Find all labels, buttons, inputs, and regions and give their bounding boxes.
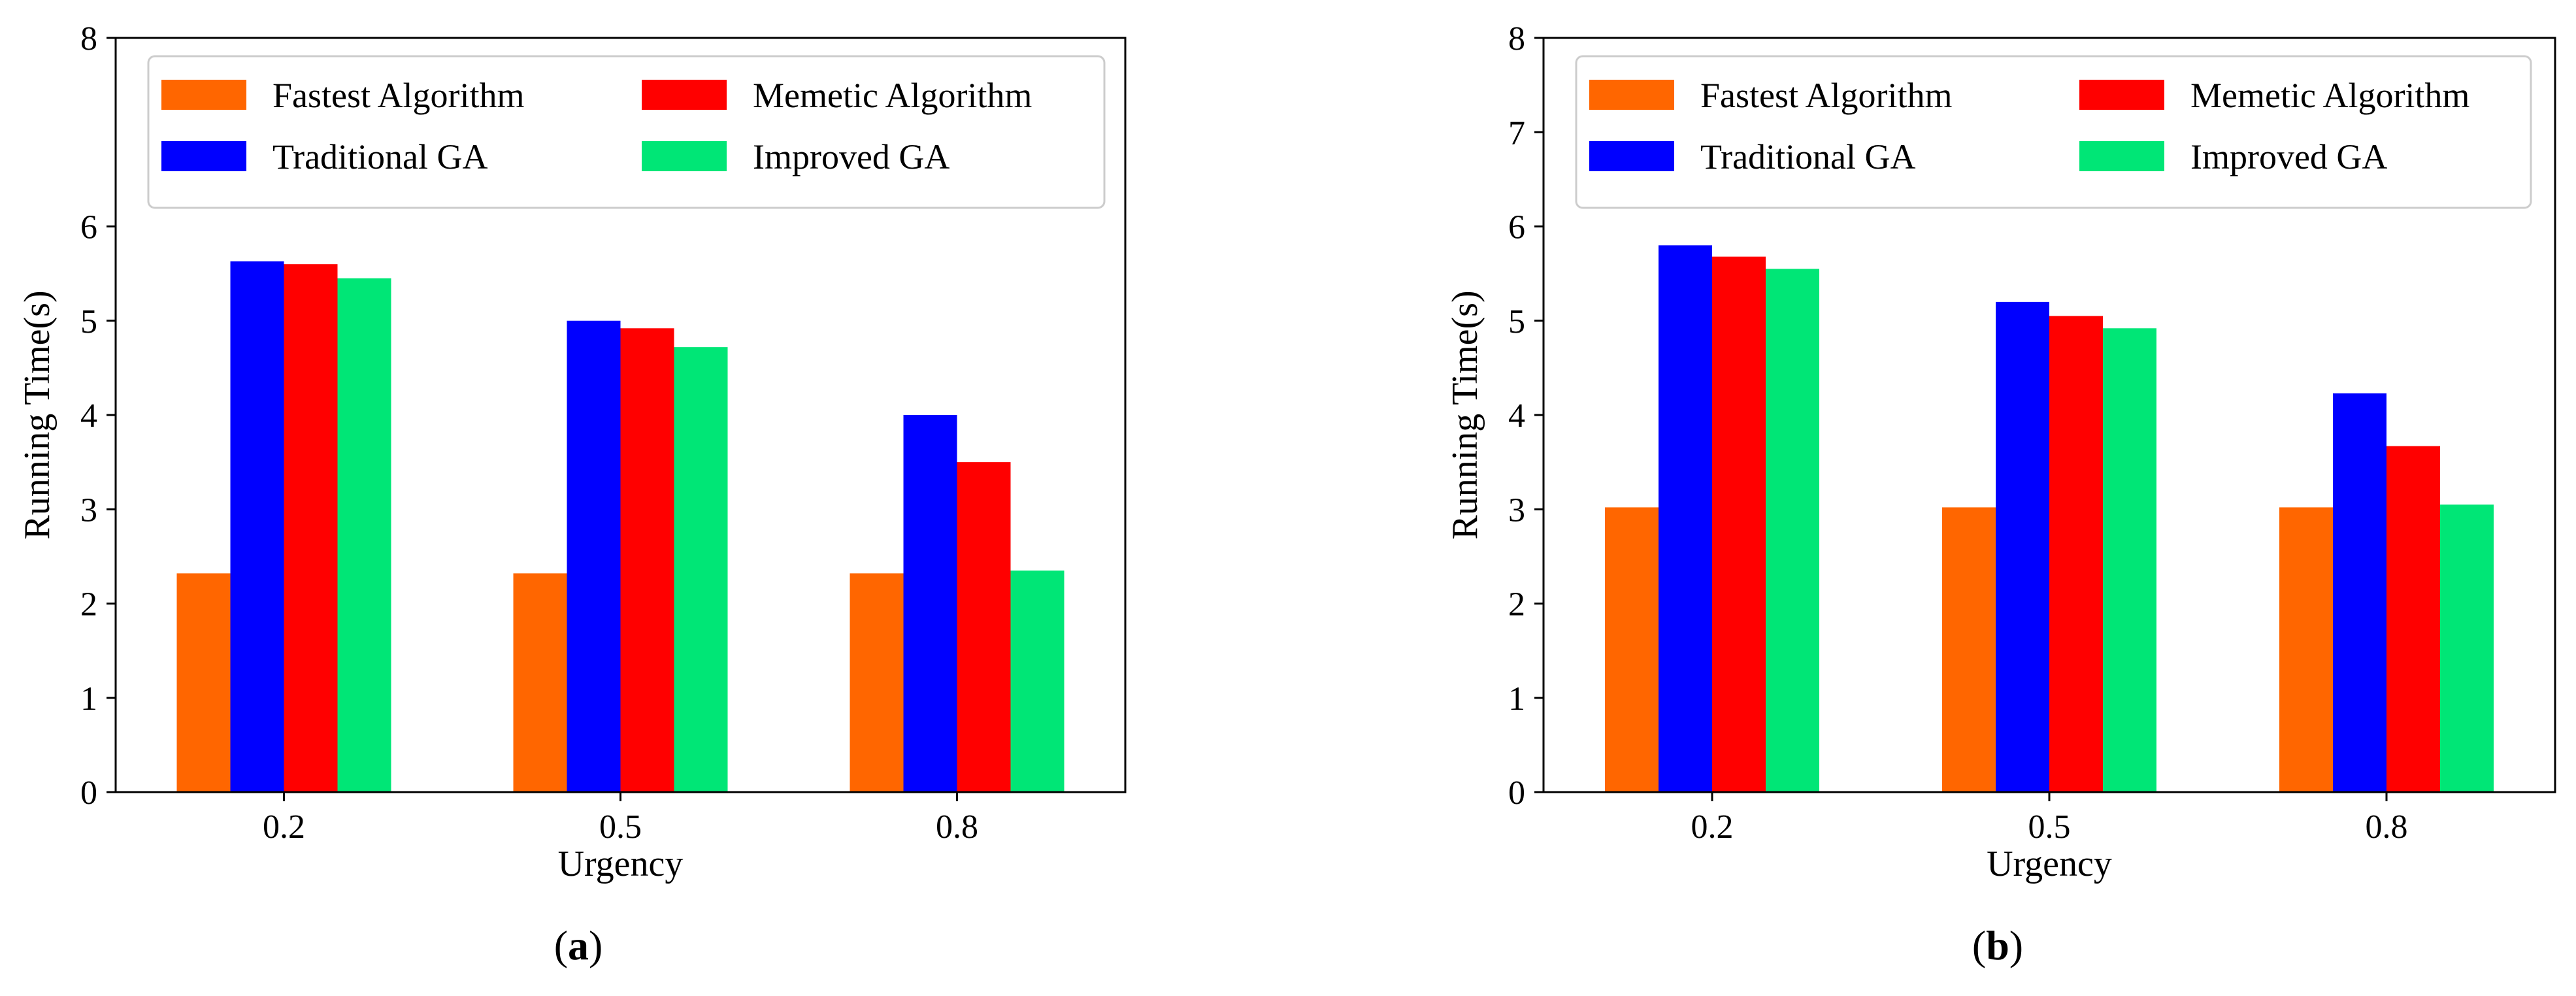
legend-swatch-traditional-ga	[1589, 141, 1674, 171]
legend-box	[147, 55, 1106, 209]
legend: Fastest Algorithm Traditional GA Memetic A…	[1575, 55, 2532, 209]
bar-b-fastest-algorithm-0.8	[2279, 507, 2333, 792]
x-tick-label: 0.5	[599, 808, 642, 846]
panel-caption: (a)	[554, 922, 603, 969]
x-tick-label: 0.8	[2366, 808, 2408, 846]
y-tick-label: 1	[80, 680, 97, 718]
y-tick-label: 3	[80, 491, 97, 529]
caption-open: (	[1972, 922, 1986, 969]
bar-b-improved-ga-0.8	[2440, 505, 2494, 792]
chart-panel-b: 0.2 0.5 0.8 0 1 2 3 4 5 6 7 8 Urgency Running Time(s)…	[1445, 20, 2556, 969]
legend-swatch-traditional-ga	[161, 141, 246, 171]
y-tick-label: 0	[1508, 774, 1525, 812]
legend: Fastest Algorithm Traditional GA Memetic A…	[147, 55, 1106, 209]
x-tick-label: 0.2	[263, 808, 305, 846]
y-tick-label: 0	[80, 774, 97, 812]
legend-swatch-memetic-algorithm	[2079, 80, 2164, 110]
bar-b-improved-ga-0.5	[2103, 328, 2156, 792]
y-tick-label: 8	[80, 20, 97, 58]
legend-label-traditional-ga: Traditional GA	[1700, 137, 1916, 176]
bar-a-memetic-algorithm-0.8	[957, 462, 1011, 792]
y-axis-title: Running Time(s)	[17, 290, 58, 539]
x-tick-label: 0.5	[2028, 808, 2071, 846]
legend-label-memetic-algorithm: Memetic Algorithm	[753, 76, 1032, 115]
legend-label-fastest-algorithm: Fastest Algorithm	[1700, 76, 1953, 115]
plot-frame	[1542, 37, 2556, 793]
bar-b-memetic-algorithm-0.2	[1712, 256, 1766, 792]
y-tick-label: 1	[1508, 680, 1525, 718]
bar-b-improved-ga-0.2	[1766, 269, 1819, 793]
bar-b-memetic-algorithm-0.8	[2386, 446, 2440, 792]
legend-swatch-improved-ga	[2079, 141, 2164, 171]
bar-a-memetic-algorithm-0.2	[284, 264, 338, 792]
chart-panel-a: 0.2 0.5 0.8 0 1 2 3 4 5 6 8 Urgency Running Time(s) F…	[17, 20, 1127, 969]
legend-label-improved-ga: Improved GA	[2190, 137, 2387, 176]
bar-a-improved-ga-0.8	[1010, 571, 1065, 792]
legend-swatch-fastest-algorithm	[1589, 80, 1674, 110]
legend-swatch-improved-ga	[642, 141, 727, 171]
bar-a-traditional-ga-0.5	[567, 320, 621, 792]
bar-a-traditional-ga-0.2	[230, 261, 284, 792]
y-tick-label: 4	[1508, 397, 1525, 435]
bar-a-fastest-algorithm-0.2	[176, 573, 231, 792]
bar-a-improved-ga-0.5	[674, 347, 728, 792]
plot-frame	[114, 37, 1127, 793]
y-tick-label: 5	[1508, 303, 1525, 340]
x-axis-title: Urgency	[558, 844, 684, 884]
caption-close: )	[2009, 922, 2023, 969]
panel-caption: (b)	[1972, 922, 2023, 969]
y-tick-label: 8	[1508, 20, 1525, 58]
caption-close: )	[589, 922, 603, 969]
bar-b-memetic-algorithm-0.5	[2049, 316, 2103, 793]
x-tick-label: 0.8	[936, 808, 978, 846]
bar-b-traditional-ga-0.8	[2333, 393, 2386, 792]
y-tick-label: 2	[1508, 586, 1525, 623]
y-tick-label: 2	[80, 586, 97, 623]
legend-label-memetic-algorithm: Memetic Algorithm	[2190, 76, 2469, 115]
legend-swatch-memetic-algorithm	[642, 80, 727, 110]
legend-label-improved-ga: Improved GA	[753, 137, 949, 176]
y-tick-label: 7	[1508, 114, 1525, 152]
legend-swatch-fastest-algorithm	[161, 80, 246, 110]
y-tick-label: 4	[80, 397, 97, 435]
y-tick-label: 5	[80, 303, 97, 340]
bar-a-fastest-algorithm-0.8	[850, 573, 904, 792]
legend-label-fastest-algorithm: Fastest Algorithm	[272, 76, 525, 115]
legend-box	[1575, 55, 2532, 209]
bar-b-traditional-ga-0.5	[1996, 301, 2049, 792]
caption-open: (	[554, 922, 568, 969]
bar-a-memetic-algorithm-0.5	[620, 328, 674, 792]
x-axis-title: Urgency	[1987, 844, 2112, 884]
caption-letter: a	[568, 922, 589, 969]
bar-a-traditional-ga-0.8	[903, 415, 957, 792]
bar-b-fastest-algorithm-0.2	[1605, 507, 1659, 792]
bar-a-fastest-algorithm-0.5	[513, 573, 567, 792]
legend-label-traditional-ga: Traditional GA	[272, 137, 488, 176]
caption-letter: b	[1986, 922, 2009, 969]
bar-a-improved-ga-0.2	[337, 278, 391, 792]
bar-b-traditional-ga-0.2	[1659, 245, 1712, 793]
y-tick-label: 6	[1508, 209, 1525, 246]
y-tick-label: 3	[1508, 491, 1525, 529]
y-tick-label: 6	[80, 209, 97, 246]
y-axis-title: Running Time(s)	[1445, 290, 1485, 539]
x-tick-label: 0.2	[1691, 808, 1734, 846]
bar-b-fastest-algorithm-0.5	[1942, 507, 1996, 792]
